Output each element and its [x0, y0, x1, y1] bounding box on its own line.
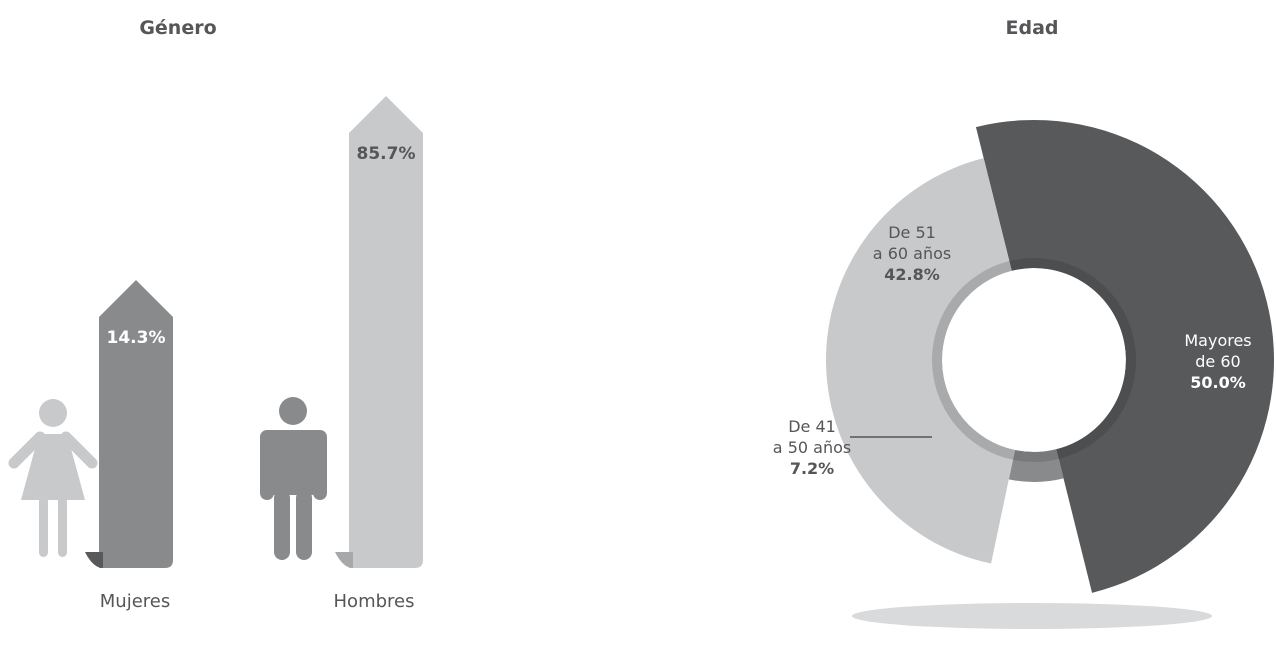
pie-slice-2 — [975, 120, 1275, 593]
pie-ring-0 — [1012, 449, 1059, 463]
pie-label-1-line-0: De 51 — [888, 223, 936, 242]
man-icon — [260, 397, 327, 560]
gender-chart-title: Género — [139, 17, 216, 39]
pie-pct-1: 42.8% — [884, 265, 940, 284]
category-label-hombres: Hombres — [334, 591, 415, 612]
age-chart-title: Edad — [1005, 17, 1058, 39]
gender-chart: Género 14.3% 85.7% Mujeres Hombres — [8, 17, 423, 612]
woman-icon — [8, 399, 98, 557]
pie-label-2-line-0: Mayores — [1184, 331, 1251, 350]
bar-base-hombres — [335, 552, 353, 568]
value-label-mujeres: 14.3% — [107, 328, 166, 348]
pie — [826, 120, 1275, 593]
pie-labels: De 41 a 50 años 7.2% De 51 a 60 años 42.8% May… — [773, 223, 1252, 478]
pie-shadow — [852, 603, 1212, 629]
age-chart: Edad De 41 a 50 años 7.2% De 51 a 60 años 42.… — [773, 17, 1275, 629]
pie-label-0-line-1: a 50 años — [773, 438, 851, 457]
pie-pct-0: 7.2% — [790, 459, 834, 478]
bar-hombres — [349, 96, 423, 568]
pie-label-2-line-1: de 60 — [1195, 352, 1240, 371]
bar-mujeres — [99, 280, 173, 568]
pie-ring-1 — [931, 261, 1015, 460]
pie-slice-1 — [826, 158, 1015, 564]
category-label-mujeres: Mujeres — [100, 591, 170, 612]
gender-bars: 14.3% 85.7% — [85, 96, 423, 568]
pie-label-1-line-1: a 60 años — [873, 244, 951, 263]
value-label-hombres: 85.7% — [357, 144, 416, 164]
pie-label-0-line-0: De 41 — [788, 417, 836, 436]
pie-hole — [946, 272, 1122, 448]
pie-pct-2: 50.0% — [1190, 373, 1246, 392]
bar-base-mujeres — [85, 552, 103, 568]
